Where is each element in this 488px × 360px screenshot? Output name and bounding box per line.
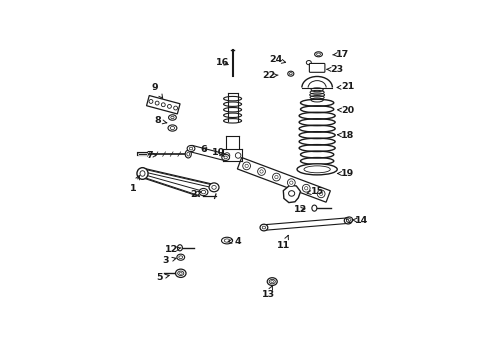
Ellipse shape [224,239,229,242]
Circle shape [287,179,295,186]
Text: 13: 13 [262,286,275,298]
Polygon shape [283,185,300,203]
Ellipse shape [211,185,216,189]
Ellipse shape [222,154,229,161]
Ellipse shape [185,150,191,158]
Ellipse shape [199,188,207,195]
Ellipse shape [168,125,177,131]
Circle shape [302,184,309,192]
Circle shape [272,173,280,181]
Ellipse shape [168,115,176,120]
Text: 9: 9 [151,83,163,98]
Circle shape [319,192,322,195]
Text: 19: 19 [337,169,353,178]
Text: 21: 21 [336,82,353,91]
Text: 20: 20 [337,106,353,115]
Polygon shape [237,158,330,202]
Ellipse shape [175,269,185,278]
FancyBboxPatch shape [309,63,324,72]
Ellipse shape [187,145,195,152]
Ellipse shape [287,71,293,76]
Ellipse shape [186,152,189,156]
Ellipse shape [347,219,350,221]
Ellipse shape [170,116,174,119]
Ellipse shape [179,256,183,258]
Text: 1: 1 [129,176,139,193]
Ellipse shape [137,168,148,179]
Ellipse shape [208,183,219,192]
Circle shape [242,162,250,170]
Ellipse shape [189,147,192,150]
Text: 10: 10 [212,148,225,157]
Ellipse shape [221,237,232,244]
Ellipse shape [288,191,294,196]
Circle shape [161,103,165,107]
Ellipse shape [262,226,265,229]
Ellipse shape [346,219,349,222]
Text: 12: 12 [293,205,306,214]
Text: 2: 2 [190,190,201,199]
Circle shape [257,168,265,175]
Text: 4: 4 [228,237,241,246]
Text: 8: 8 [154,116,166,125]
Text: 3: 3 [163,256,176,265]
Polygon shape [263,218,348,230]
Polygon shape [190,145,226,161]
Ellipse shape [314,52,322,57]
Ellipse shape [201,190,205,194]
Ellipse shape [140,171,145,176]
Ellipse shape [177,245,182,251]
Circle shape [244,164,248,167]
Text: 7: 7 [146,151,156,160]
Ellipse shape [179,272,182,274]
Ellipse shape [170,126,174,130]
Ellipse shape [270,280,273,283]
Circle shape [224,153,229,158]
Circle shape [259,170,263,173]
Polygon shape [146,95,180,114]
Ellipse shape [268,279,275,284]
Text: 15: 15 [306,187,323,196]
Ellipse shape [346,217,352,222]
Text: 11: 11 [277,235,290,250]
Text: 23: 23 [326,65,343,74]
Circle shape [289,181,292,184]
Text: 24: 24 [268,55,285,64]
Ellipse shape [260,224,267,231]
Circle shape [274,175,278,179]
Text: 14: 14 [351,216,367,225]
Text: 22: 22 [262,71,278,80]
Ellipse shape [304,166,329,173]
Ellipse shape [224,156,227,159]
Circle shape [155,101,159,105]
Circle shape [235,153,241,158]
Ellipse shape [296,164,337,175]
Text: 16: 16 [216,58,229,67]
Circle shape [173,106,177,110]
Ellipse shape [267,278,277,285]
Text: 18: 18 [337,131,354,140]
Text: 12: 12 [164,245,181,254]
Ellipse shape [344,217,351,224]
Ellipse shape [305,60,311,65]
Ellipse shape [289,73,292,75]
Ellipse shape [177,271,183,275]
Ellipse shape [316,53,320,55]
Circle shape [149,99,153,103]
Circle shape [167,104,171,108]
Text: 6: 6 [200,145,206,154]
Ellipse shape [311,205,316,211]
Text: 5: 5 [156,273,169,282]
Text: 17: 17 [332,50,348,59]
Circle shape [304,186,307,190]
Circle shape [317,190,325,198]
Ellipse shape [177,254,184,260]
